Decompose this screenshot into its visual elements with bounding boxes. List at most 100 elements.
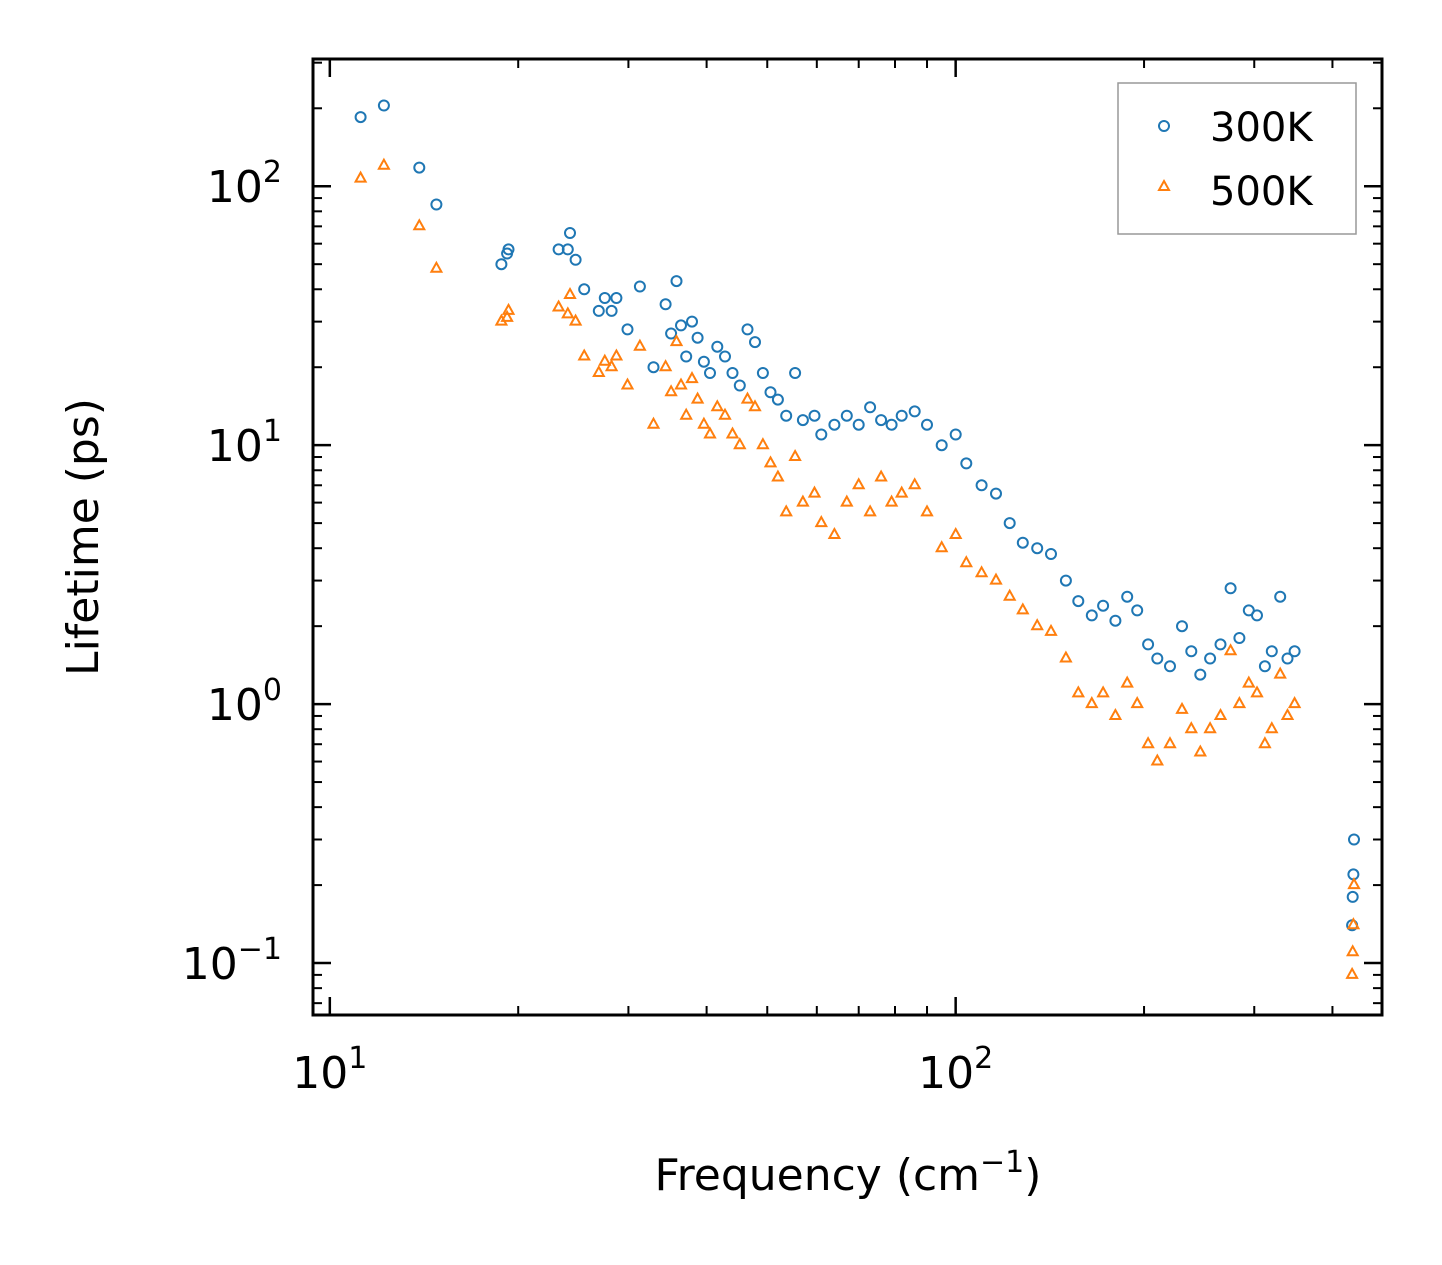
point-500k <box>733 437 747 450</box>
point-300k <box>711 340 724 353</box>
point-500k <box>718 407 732 420</box>
point-500k <box>740 391 755 404</box>
point-500k <box>840 494 854 507</box>
point-300k <box>665 327 678 340</box>
plot-frame <box>311 57 1384 1017</box>
point-500k <box>852 477 866 490</box>
point-500k <box>646 416 661 429</box>
point-300k <box>605 304 618 317</box>
legend-label-300k: 300K <box>1210 105 1314 151</box>
point-500k <box>1059 650 1073 663</box>
point-300k <box>1131 604 1144 617</box>
point-300k <box>621 323 634 336</box>
point-500k <box>1203 721 1217 734</box>
point-300k <box>670 275 683 288</box>
legend-box <box>1117 82 1357 235</box>
point-300k <box>569 253 582 266</box>
legend-marker-500k <box>1157 178 1171 191</box>
point-300k <box>561 243 574 256</box>
point-300k <box>975 479 988 492</box>
legend-marker-300k <box>1158 120 1170 132</box>
point-500k <box>814 515 828 528</box>
point-300k <box>502 243 515 256</box>
point-500k <box>874 469 888 482</box>
point-300k <box>610 292 623 304</box>
point-300k <box>1059 574 1072 587</box>
point-500k <box>609 348 624 361</box>
point-500k <box>1071 685 1085 698</box>
point-300k <box>633 280 646 293</box>
point-300k <box>796 414 809 427</box>
point-500k <box>884 494 899 507</box>
point-500k <box>1085 696 1099 709</box>
point-300k <box>908 405 921 418</box>
point-500k <box>633 338 647 351</box>
point-500k <box>1044 623 1058 636</box>
point-300k <box>885 418 898 431</box>
point-300k <box>764 386 777 399</box>
point-500k <box>1250 685 1264 698</box>
legend: 300K 500K <box>1117 82 1357 235</box>
point-300k <box>1194 668 1207 681</box>
y-tick-label: 102 <box>207 155 282 213</box>
point-300k <box>935 439 948 452</box>
point-300k <box>578 283 591 296</box>
point-300k <box>1347 868 1360 881</box>
point-300k <box>691 331 704 344</box>
point-300k <box>1164 660 1176 673</box>
point-500k <box>1347 877 1361 890</box>
point-300k <box>686 315 698 328</box>
point-500k <box>500 309 514 322</box>
point-500k <box>664 384 678 397</box>
point-300k <box>949 428 962 441</box>
point-500k <box>604 359 619 372</box>
point-300k <box>1003 517 1016 530</box>
point-500k <box>674 377 688 390</box>
point-500k <box>920 504 934 517</box>
y-axis-title: Lifetime (ps) <box>58 398 109 676</box>
point-500k <box>863 504 877 517</box>
point-500k <box>679 407 693 420</box>
point-500k <box>697 416 711 429</box>
x-tick-label: 102 <box>918 1041 993 1099</box>
point-300k <box>780 409 793 422</box>
point-500k <box>895 485 909 498</box>
point-500k <box>908 477 922 490</box>
point-500k <box>1242 675 1256 688</box>
y-tick-label: 10−1 <box>182 932 282 990</box>
point-500k <box>1346 917 1361 930</box>
point-500k <box>669 334 684 347</box>
point-500k <box>796 494 810 507</box>
point-500k <box>561 306 575 319</box>
point-500k <box>568 313 583 326</box>
point-500k <box>1163 736 1177 749</box>
point-500k <box>1150 753 1164 766</box>
point-500k <box>788 448 802 461</box>
point-300k <box>1274 590 1287 603</box>
point-500k <box>1193 744 1207 757</box>
legend-label-500k: 500K <box>1210 169 1314 215</box>
point-300k <box>680 350 693 363</box>
point-500k <box>1265 721 1279 734</box>
point-500k <box>771 469 785 482</box>
point-500k <box>1280 707 1295 720</box>
point-300k <box>1281 652 1294 665</box>
point-300k <box>1185 645 1198 658</box>
point-500k <box>690 391 705 404</box>
point-300k <box>864 401 877 414</box>
point-300k <box>815 428 828 441</box>
point-300k <box>377 99 390 112</box>
point-500k <box>1130 696 1144 709</box>
point-300k <box>1109 614 1122 627</box>
point-500k <box>827 526 842 539</box>
point-500k <box>563 286 577 299</box>
point-300k <box>1258 660 1271 673</box>
point-300k <box>1233 632 1246 644</box>
point-500k <box>1141 736 1155 749</box>
point-500k <box>1184 721 1198 734</box>
point-300k <box>598 292 611 304</box>
point-500k <box>779 504 793 517</box>
point-500k <box>1223 643 1238 656</box>
point-500k <box>685 371 699 384</box>
